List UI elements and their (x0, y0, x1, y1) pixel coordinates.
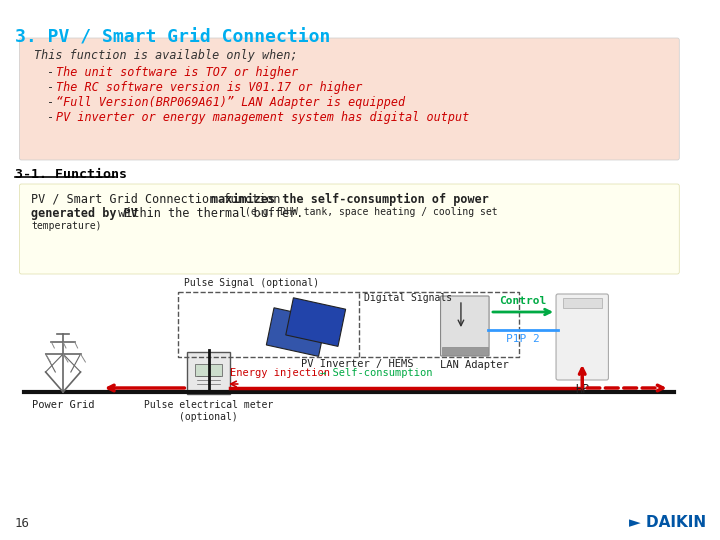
Text: This function is available only when;: This function is available only when; (34, 49, 297, 62)
FancyBboxPatch shape (19, 38, 679, 160)
Text: PV Inverter / HEMS: PV Inverter / HEMS (301, 359, 413, 369)
Bar (187, 352, 230, 394)
Text: (e.g. DHW tank, space heating / cooling set: (e.g. DHW tank, space heating / cooling … (245, 207, 498, 217)
Text: generated by PV: generated by PV (31, 207, 138, 220)
Bar (563, 298, 602, 308)
Text: Pulse Signal (optional): Pulse Signal (optional) (184, 278, 320, 288)
Text: ► DAIKIN: ► DAIKIN (629, 515, 706, 530)
Text: Pulse electrical meter
(optional): Pulse electrical meter (optional) (144, 400, 274, 422)
Text: → Self-consumption: → Self-consumption (320, 368, 433, 378)
Bar (286, 298, 346, 346)
Text: -: - (47, 111, 54, 124)
Text: LAN Adapter: LAN Adapter (440, 360, 508, 370)
Text: PV / Smart Grid Connection function: PV / Smart Grid Connection function (31, 193, 287, 206)
Text: 16: 16 (14, 517, 30, 530)
FancyBboxPatch shape (556, 294, 608, 380)
Bar (441, 347, 488, 355)
Text: 3-1. Functions: 3-1. Functions (14, 168, 127, 181)
Text: P1P 2: P1P 2 (506, 334, 540, 344)
Text: -: - (47, 81, 54, 94)
Text: -: - (47, 66, 54, 79)
Text: “Full Version(BRP069A61)” LAN Adapter is equipped: “Full Version(BRP069A61)” LAN Adapter is… (56, 96, 405, 109)
Text: HP: HP (575, 383, 590, 396)
Text: maximizes the self-consumption of power: maximizes the self-consumption of power (210, 193, 488, 206)
Text: The RC software version is V01.17 or higher: The RC software version is V01.17 or hig… (56, 81, 363, 94)
Text: Energy injection: Energy injection (230, 368, 330, 378)
Text: -: - (47, 96, 54, 109)
Text: Digital Signals: Digital Signals (364, 293, 452, 303)
FancyBboxPatch shape (441, 296, 489, 356)
Text: The unit software is TO7 or higher: The unit software is TO7 or higher (56, 66, 299, 79)
Text: within the thermal buffer.: within the thermal buffer. (111, 207, 310, 220)
Text: PV inverter or energy management system has digital output: PV inverter or energy management system … (56, 111, 469, 124)
Text: Power Grid: Power Grid (32, 400, 94, 410)
FancyBboxPatch shape (19, 184, 679, 274)
Text: 3. PV / Smart Grid Connection: 3. PV / Smart Grid Connection (14, 28, 330, 46)
Text: Control: Control (500, 296, 546, 306)
Bar (195, 364, 222, 376)
Text: temperature): temperature) (31, 221, 102, 231)
Bar (266, 308, 326, 356)
